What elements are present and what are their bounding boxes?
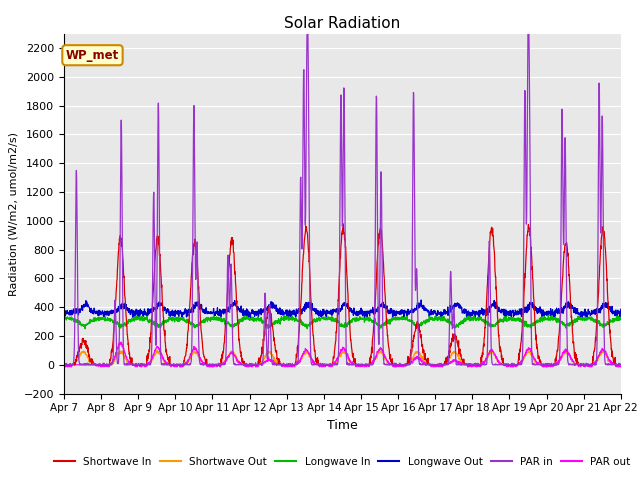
Longwave In bbox=[81, 326, 89, 332]
Title: Solar Radiation: Solar Radiation bbox=[284, 16, 401, 31]
PAR in bbox=[359, 362, 367, 368]
PAR in bbox=[568, 361, 576, 367]
PAR in bbox=[371, 307, 379, 313]
Shortwave Out bbox=[216, 362, 223, 368]
Line: Shortwave Out: Shortwave Out bbox=[64, 350, 621, 365]
PAR out bbox=[117, 339, 125, 345]
Shortwave Out bbox=[617, 362, 625, 368]
PAR in bbox=[504, 362, 512, 368]
Longwave In bbox=[504, 317, 512, 323]
Line: PAR in: PAR in bbox=[64, 10, 621, 365]
Shortwave In bbox=[504, 362, 512, 368]
Longwave Out bbox=[568, 305, 576, 311]
PAR in bbox=[60, 362, 68, 368]
Shortwave In bbox=[216, 362, 223, 368]
Y-axis label: Radiation (W/m2, umol/m2/s): Radiation (W/m2, umol/m2/s) bbox=[8, 132, 18, 296]
PAR in bbox=[60, 361, 68, 367]
Shortwave Out bbox=[154, 348, 161, 353]
Longwave In bbox=[216, 316, 223, 322]
Shortwave Out bbox=[584, 362, 591, 368]
PAR in bbox=[584, 362, 591, 368]
Shortwave In bbox=[617, 362, 625, 368]
Text: WP_met: WP_met bbox=[66, 48, 119, 62]
Longwave Out bbox=[216, 310, 223, 316]
Shortwave In bbox=[60, 362, 68, 368]
Longwave Out bbox=[359, 313, 367, 319]
Shortwave Out bbox=[504, 362, 512, 368]
Longwave In bbox=[617, 316, 625, 322]
PAR in bbox=[216, 362, 223, 368]
PAR out bbox=[617, 364, 625, 370]
Longwave Out bbox=[129, 314, 137, 320]
PAR in bbox=[617, 361, 625, 367]
Line: PAR out: PAR out bbox=[64, 342, 621, 367]
Longwave Out bbox=[617, 306, 625, 312]
Shortwave Out bbox=[60, 362, 68, 368]
PAR out bbox=[177, 364, 184, 370]
PAR in bbox=[525, 7, 532, 13]
Longwave In bbox=[359, 316, 367, 322]
PAR out bbox=[505, 362, 513, 368]
PAR out bbox=[60, 361, 68, 367]
Shortwave Out bbox=[359, 362, 367, 368]
Line: Shortwave In: Shortwave In bbox=[64, 224, 621, 365]
Longwave Out bbox=[371, 308, 379, 313]
Longwave In bbox=[371, 318, 379, 324]
Legend: Shortwave In, Shortwave Out, Longwave In, Longwave Out, PAR in, PAR out: Shortwave In, Shortwave Out, Longwave In… bbox=[50, 453, 635, 471]
Shortwave In bbox=[339, 221, 347, 227]
Longwave Out bbox=[505, 312, 513, 318]
Longwave Out bbox=[417, 297, 425, 303]
Shortwave In bbox=[371, 308, 379, 313]
Shortwave In bbox=[568, 319, 575, 325]
Line: Longwave Out: Longwave Out bbox=[64, 300, 621, 317]
Shortwave Out bbox=[568, 357, 575, 363]
PAR out bbox=[216, 362, 223, 368]
Longwave In bbox=[60, 314, 68, 320]
Longwave In bbox=[568, 319, 576, 324]
Line: Longwave In: Longwave In bbox=[64, 315, 621, 329]
Longwave Out bbox=[584, 311, 591, 316]
PAR out bbox=[359, 362, 367, 368]
Longwave Out bbox=[60, 312, 68, 318]
PAR out bbox=[568, 357, 576, 363]
Shortwave In bbox=[359, 362, 367, 368]
Shortwave In bbox=[584, 362, 591, 368]
Longwave In bbox=[584, 316, 591, 322]
PAR out bbox=[371, 357, 379, 362]
Longwave In bbox=[545, 312, 552, 318]
X-axis label: Time: Time bbox=[327, 419, 358, 432]
PAR out bbox=[584, 361, 591, 367]
Shortwave Out bbox=[371, 357, 379, 362]
